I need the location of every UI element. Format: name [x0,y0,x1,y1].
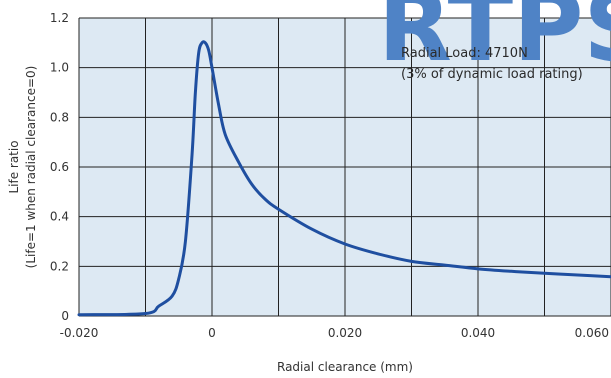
y-tick-label: 0 [61,309,69,323]
y-tick-label: 0.8 [50,110,69,124]
y-tick-label: 0.4 [50,210,69,224]
tick-labels: 0 0.2 0.4 0.6 0.8 1.0 1.2 -0.020 0 0.020 0.040 0.06… [50,11,609,340]
x-axis-label: Radial clearance (mm) [277,360,413,374]
annotation-line-1: Radial Load: 4710N [401,46,528,61]
annotation-line-2: (3% of dynamic load rating) [401,67,583,82]
x-tick-label: 0.040 [461,326,495,340]
x-tick-label: -0.020 [60,326,99,340]
x-tick-label: 0.020 [328,326,362,340]
y-tick-label: 1.2 [50,11,69,25]
x-tick-label: 0.060 [575,326,609,340]
y-axis-label-line-1: Life ratio [7,140,21,193]
y-tick-label: 0.6 [50,160,69,174]
y-tick-label: 0.2 [50,259,69,273]
series-line [77,40,611,317]
x-tick-label: 0 [208,326,216,340]
y-axis-label-line-2: (Life=1 when radial clearance=0) [24,66,38,269]
y-tick-label: 1.0 [50,61,69,75]
watermark: RTPS [378,0,611,83]
